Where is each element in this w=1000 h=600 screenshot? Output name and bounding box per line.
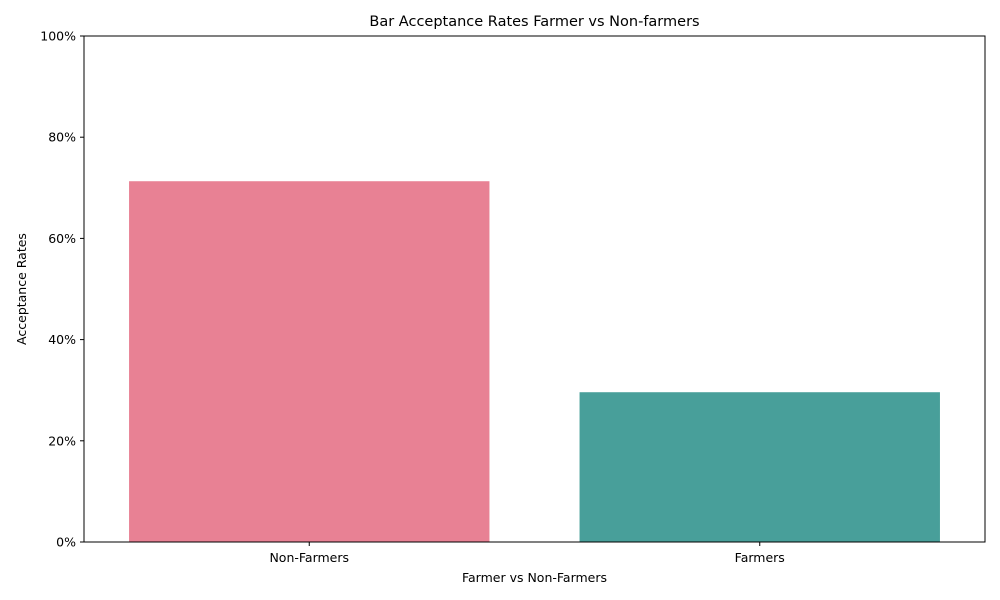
y-ticks-group: 0% 20% 40% 60% 80% 100% xyxy=(40,29,84,550)
plot-frame xyxy=(83,35,986,543)
x-ticks-group: Non-Farmers Farmers xyxy=(269,542,785,565)
y-tick-label: 100% xyxy=(40,29,76,44)
bars-group xyxy=(129,181,940,543)
x-tick-label: Farmers xyxy=(735,550,785,565)
chart-title: Bar Acceptance Rates Farmer vs Non-farme… xyxy=(369,14,699,30)
x-axis-label: Farmer vs Non-Farmers xyxy=(462,570,607,585)
bar-non-farmers xyxy=(129,181,490,543)
x-tick-label: Non-Farmers xyxy=(269,550,349,565)
y-axis-label: Acceptance Rates xyxy=(14,233,29,345)
y-tick-label: 80% xyxy=(48,130,76,145)
bar-farmers xyxy=(579,392,940,542)
y-tick-label: 20% xyxy=(48,433,76,448)
y-tick-label: 60% xyxy=(48,231,76,246)
y-tick-label: 40% xyxy=(48,332,76,347)
y-tick-label: 0% xyxy=(56,535,76,550)
